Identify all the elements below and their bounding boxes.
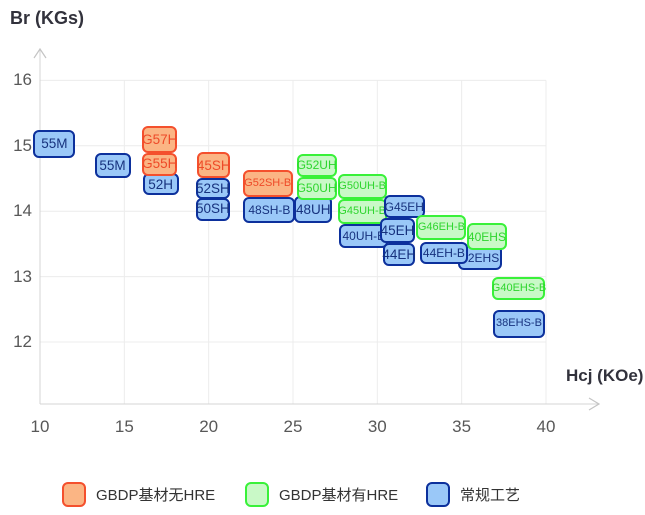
legend-swatch-green <box>245 482 269 507</box>
x-tick-label: 40 <box>536 417 556 436</box>
grade-box-52h[interactable]: 52H <box>142 173 179 196</box>
grade-box-55m[interactable]: 55M <box>33 129 76 158</box>
grade-box-38ehs-b[interactable]: 38EHS-B <box>492 309 545 338</box>
legend-label: GBDP基材有HRE <box>279 487 399 504</box>
legend-label: 常规工艺 <box>460 487 521 504</box>
grade-box-52sh[interactable]: 52SH <box>195 177 230 199</box>
grade-box-g50uh-b[interactable]: G50UH-B <box>337 173 387 199</box>
x-tick-label: 25 <box>283 417 303 436</box>
legend-label: GBDP基材无HRE <box>96 487 216 504</box>
grade-box-g52uh[interactable]: G52UH <box>296 153 337 177</box>
legend-item-gbdp-no-hre[interactable]: GBDP基材无HRE <box>62 482 215 507</box>
y-tick-label: 13 <box>13 266 32 286</box>
x-tick-label: 10 <box>30 417 50 436</box>
legend: GBDP基材无HRE GBDP基材有HRE 常规工艺 <box>0 480 645 510</box>
grade-box-55m[interactable]: 55M <box>94 152 131 178</box>
legend-item-conventional[interactable]: 常规工艺 <box>426 482 520 507</box>
grade-box-45sh[interactable]: 45SH <box>197 152 231 179</box>
x-tick-label: 20 <box>199 417 219 436</box>
grade-box-48uh[interactable]: 48UH <box>294 196 333 224</box>
x-tick-label: 30 <box>367 417 387 436</box>
x-tick-label: 15 <box>114 417 134 436</box>
grade-box-g46eh-b[interactable]: G46EH-B <box>416 215 467 241</box>
y-tick-label: 14 <box>13 201 32 221</box>
y-tick-label: 15 <box>13 135 32 155</box>
legend-swatch-orange <box>62 482 86 507</box>
grade-box-50sh[interactable]: 50SH <box>195 197 230 221</box>
grade-box-40ehs[interactable]: 40EHS <box>466 223 507 251</box>
legend-swatch-blue <box>426 482 450 507</box>
x-axis-title: Hcj (KOe) <box>566 366 644 385</box>
x-tick-label: 35 <box>452 417 472 436</box>
y-tick-label: 16 <box>13 70 32 90</box>
y-tick-label: 12 <box>13 332 32 351</box>
grade-box-g45eh[interactable]: G45EH <box>383 195 425 219</box>
grade-box-g45uh-b[interactable]: G45UH-B <box>337 198 387 224</box>
grade-box-48sh-b[interactable]: 48SH-B <box>243 196 296 223</box>
legend-item-gbdp-with-hre[interactable]: GBDP基材有HRE <box>245 482 398 507</box>
grade-box-g50uh[interactable]: G50UH <box>296 176 337 200</box>
grade-box-44eh-b[interactable]: 44EH-B <box>419 242 468 265</box>
grade-box-g52sh-b[interactable]: G52SH-B <box>242 170 293 198</box>
grade-box-45eh[interactable]: 45EH <box>380 218 416 244</box>
grade-box-g57h[interactable]: G57H <box>142 125 177 153</box>
grade-box-g55h[interactable]: G55H <box>142 152 177 176</box>
y-axis-title: Br (KGs) <box>10 8 85 28</box>
grade-box-44eh[interactable]: 44EH <box>382 242 416 266</box>
grade-box-g40ehs-b[interactable]: G40EHS-B <box>492 276 546 300</box>
